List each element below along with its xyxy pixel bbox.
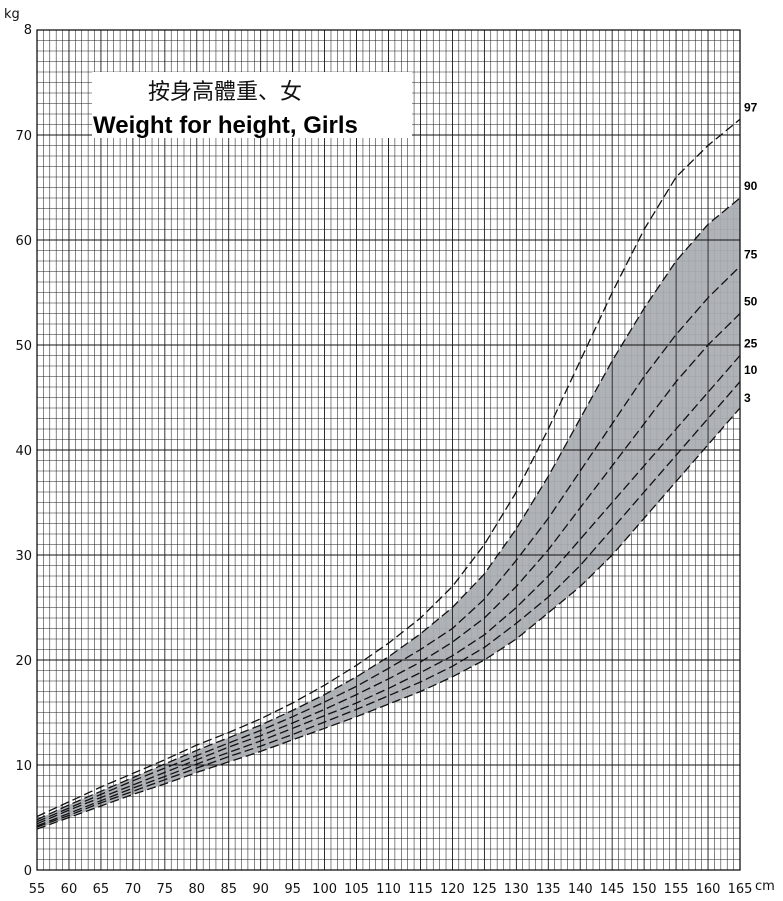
x-tick-label: 145 <box>600 882 625 897</box>
percentile-curves <box>36 118 741 830</box>
x-tick-label: 165 <box>728 882 753 897</box>
chart-title-english: Weight for height, Girls <box>93 112 358 139</box>
curve-p97 <box>36 118 741 818</box>
title-backdrop <box>92 72 412 138</box>
y-tick-label: 30 <box>15 549 32 564</box>
x-tick-label: 55 <box>29 882 46 897</box>
x-tick-label: 130 <box>504 882 529 897</box>
y-tick-label: 8 <box>24 23 32 38</box>
x-tick-label: 75 <box>157 882 174 897</box>
x-tick-label: 125 <box>472 882 497 897</box>
percentile-labels: 97 90 75 50 25 10 3 <box>744 100 758 405</box>
x-tick-label: 70 <box>125 882 142 897</box>
label-p75: 75 <box>744 247 758 261</box>
x-tick-label: 140 <box>568 882 593 897</box>
y-axis-unit: kg <box>4 7 20 22</box>
y-tick-label: 60 <box>15 234 32 249</box>
x-axis-unit: cm <box>755 879 775 894</box>
plot-frame <box>36 29 741 871</box>
x-tick-label: 80 <box>188 882 205 897</box>
curve-p75 <box>36 265 741 823</box>
x-tick-label: 105 <box>344 882 369 897</box>
y-tick-label: 70 <box>15 129 32 144</box>
curve-p10 <box>36 381 741 828</box>
y-tick-label: 20 <box>15 654 32 669</box>
label-p90: 90 <box>744 179 758 193</box>
x-tick-label: 90 <box>252 882 269 897</box>
x-axis-ticks: 55 60 65 70 75 80 85 90 95 100 105 110 115 120 125 130 1… <box>29 882 753 897</box>
y-tick-label: 50 <box>15 339 32 354</box>
x-tick-label: 155 <box>664 882 689 897</box>
x-tick-label: 100 <box>312 882 337 897</box>
label-p3: 3 <box>744 391 751 405</box>
curve-p25 <box>36 355 741 827</box>
chart-title-chinese: 按身高體重、女 <box>148 80 302 105</box>
x-tick-label: 115 <box>408 882 433 897</box>
curve-p50 <box>36 313 741 825</box>
label-p50: 50 <box>744 295 758 309</box>
y-axis-ticks: 0 10 20 30 40 50 60 70 8 <box>15 23 32 879</box>
x-tick-label: 135 <box>536 882 561 897</box>
y-tick-label: 40 <box>15 444 32 459</box>
x-tick-label: 85 <box>220 882 237 897</box>
y-tick-label: 10 <box>15 759 32 774</box>
label-p97: 97 <box>744 100 758 114</box>
label-p10: 10 <box>744 363 758 377</box>
x-tick-label: 95 <box>284 882 301 897</box>
x-tick-label: 110 <box>376 882 401 897</box>
x-tick-label: 150 <box>632 882 657 897</box>
curve-p3 <box>36 407 741 830</box>
x-tick-label: 65 <box>93 882 110 897</box>
curve-p90 <box>36 197 741 821</box>
y-tick-label: 0 <box>24 864 32 879</box>
x-tick-label: 120 <box>440 882 465 897</box>
x-tick-label: 60 <box>61 882 78 897</box>
x-tick-label: 160 <box>696 882 721 897</box>
label-p25: 25 <box>744 337 758 351</box>
